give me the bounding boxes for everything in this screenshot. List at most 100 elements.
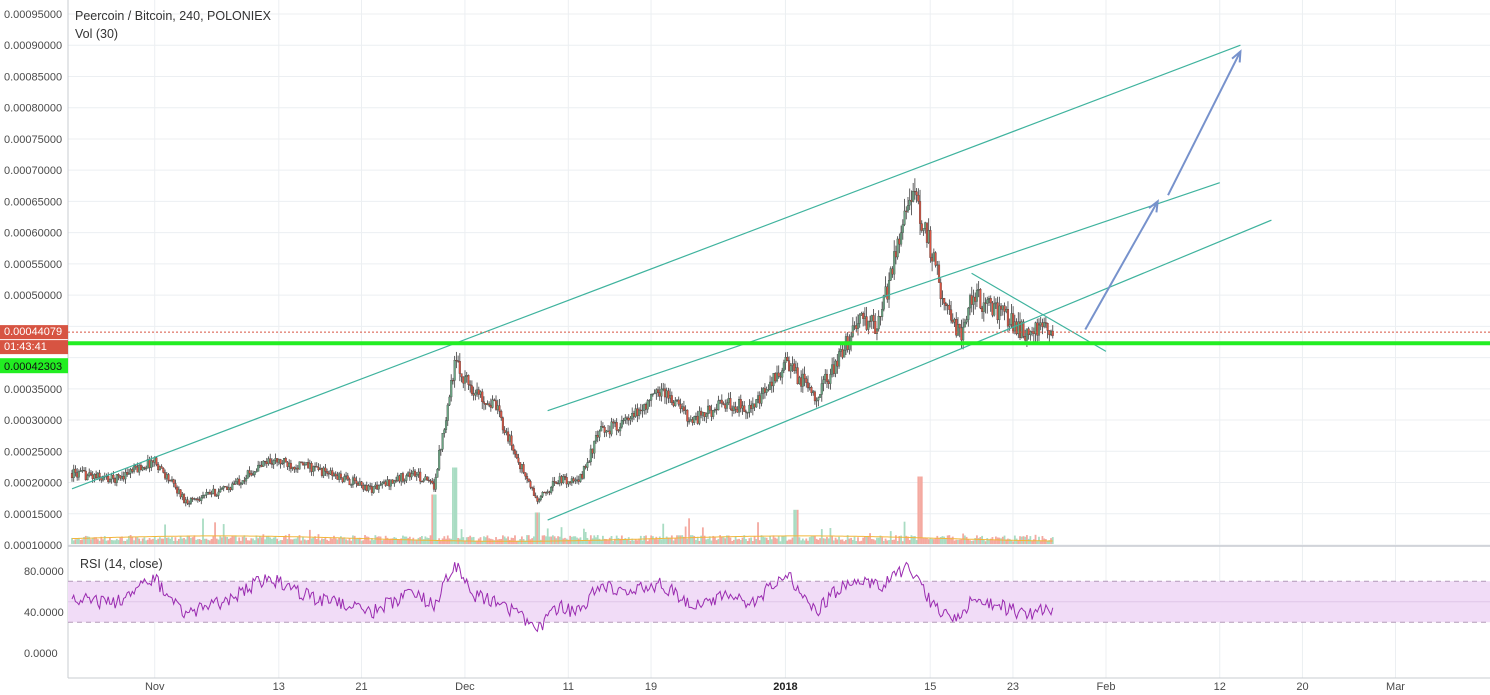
volume-bar (863, 536, 866, 544)
volume-bar (591, 538, 594, 544)
candle-body (257, 464, 260, 472)
candle-body (501, 417, 504, 431)
candle-body (1041, 322, 1044, 327)
candle-body (317, 467, 320, 471)
candle-body (591, 448, 594, 454)
candle-body (389, 479, 392, 487)
volume-bar (924, 537, 927, 544)
volume-bar (569, 535, 572, 544)
candle-body (441, 433, 444, 450)
volume-bar (950, 537, 952, 544)
candle-body (334, 473, 337, 477)
candle-body (446, 404, 449, 421)
volume-bar (753, 535, 756, 544)
rsi-tick-label: 0.0000 (24, 648, 58, 660)
candle-body (363, 485, 367, 490)
y-tick-label: 0.00035000 (4, 384, 62, 396)
volume-bar (276, 538, 279, 544)
volume-bar (272, 537, 275, 544)
volume-bar (801, 538, 804, 544)
candle-body (625, 417, 629, 419)
candle-body (500, 411, 503, 418)
volume-bar (538, 512, 541, 544)
candle-body (588, 461, 591, 463)
candle-body (195, 498, 198, 500)
candle-body (906, 205, 910, 212)
candle-body (429, 480, 432, 482)
volume-bar (608, 537, 611, 544)
candle-body (710, 409, 713, 417)
candle-body (991, 302, 994, 316)
candle-body (974, 296, 977, 302)
candle-body (424, 476, 427, 481)
volume-bar (638, 538, 640, 544)
candle-body (681, 406, 684, 409)
volume-bar (705, 539, 708, 544)
volume-bar (520, 536, 523, 544)
volume-bar (524, 540, 527, 544)
volume-bar (141, 538, 144, 544)
volume-bar (502, 535, 504, 544)
candle-body (708, 405, 711, 411)
candle-body (84, 470, 87, 481)
volume-bar (472, 536, 475, 544)
volume-bar (827, 538, 830, 544)
candle-body (91, 474, 94, 479)
candle-body (222, 486, 225, 489)
volume-bar (283, 536, 285, 544)
support-price-box (0, 358, 68, 374)
volume-bar (696, 536, 699, 544)
y-tick-label: 0.00050000 (4, 290, 62, 302)
candle-body (288, 462, 291, 467)
candle-body (748, 404, 751, 413)
candle-body (1036, 322, 1039, 336)
volume-bar (483, 536, 485, 544)
candle-body (758, 395, 761, 404)
candle-body (886, 286, 889, 300)
volume-bar (843, 541, 846, 544)
volume-bar (365, 536, 368, 544)
volume-bar (717, 538, 720, 544)
candle-body (89, 472, 93, 476)
volume-bar (589, 535, 592, 544)
candle-body (577, 479, 580, 482)
candle-body (438, 450, 441, 470)
volume-bar (174, 537, 177, 544)
volume-bar (665, 536, 668, 544)
candle-body (172, 479, 175, 484)
volume-bar (1007, 538, 1009, 544)
volume-bar (100, 536, 103, 544)
candle-body (200, 497, 203, 501)
candle-body (918, 201, 922, 224)
candle-body (74, 468, 77, 473)
volume-bar (131, 536, 134, 544)
candle-body (877, 315, 880, 330)
candle-body (536, 497, 539, 502)
volume-bar (807, 540, 809, 544)
candle-body (674, 400, 677, 406)
volume-bar (236, 541, 239, 544)
volume-bar (777, 535, 780, 544)
candle-body (467, 375, 470, 385)
volume-bar (893, 539, 896, 544)
volume-bar (774, 537, 777, 544)
volume-bar (172, 540, 175, 544)
volume-bar (750, 537, 753, 544)
volume-bar (922, 537, 925, 544)
volume-bar (214, 522, 216, 544)
volume-bar (858, 541, 861, 544)
volume-bar (700, 535, 703, 544)
volume-bar (743, 535, 746, 544)
candle-body (825, 373, 829, 382)
candle-body (603, 426, 606, 433)
axes[interactable]: 0.00095000 0.00090000 0.00085000 0.00080000… (4, 9, 1405, 693)
candle-body (989, 298, 992, 304)
volume-bar (526, 535, 528, 544)
volume-bar (548, 536, 551, 544)
volume-bar (629, 540, 632, 544)
volume-bar (908, 540, 911, 544)
volume-bar (414, 539, 416, 544)
candle-body (879, 315, 882, 318)
candle-body (241, 480, 244, 484)
y-tick-label: 0.00015000 (4, 509, 62, 521)
